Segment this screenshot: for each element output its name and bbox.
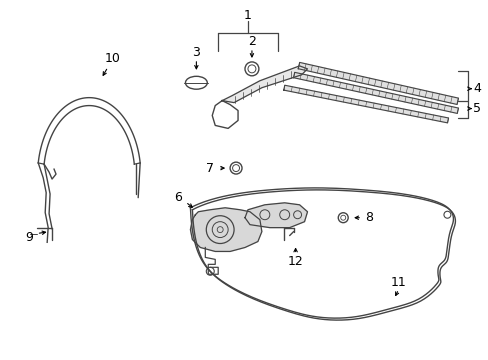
Text: 9: 9 bbox=[26, 231, 34, 244]
Polygon shape bbox=[222, 66, 307, 103]
Polygon shape bbox=[244, 203, 307, 228]
Text: 1: 1 bbox=[244, 9, 251, 22]
Text: 2: 2 bbox=[247, 35, 255, 48]
Text: 4: 4 bbox=[472, 82, 480, 95]
Text: 8: 8 bbox=[364, 211, 372, 224]
Text: 7: 7 bbox=[206, 162, 214, 175]
Text: 5: 5 bbox=[472, 102, 480, 115]
Text: 6: 6 bbox=[174, 192, 182, 204]
Polygon shape bbox=[283, 85, 447, 123]
Polygon shape bbox=[298, 62, 458, 104]
Text: 11: 11 bbox=[390, 276, 406, 289]
Text: 10: 10 bbox=[105, 53, 121, 66]
Text: 12: 12 bbox=[287, 255, 303, 268]
Polygon shape bbox=[293, 72, 458, 113]
Text: 3: 3 bbox=[192, 46, 200, 59]
Polygon shape bbox=[190, 208, 262, 251]
